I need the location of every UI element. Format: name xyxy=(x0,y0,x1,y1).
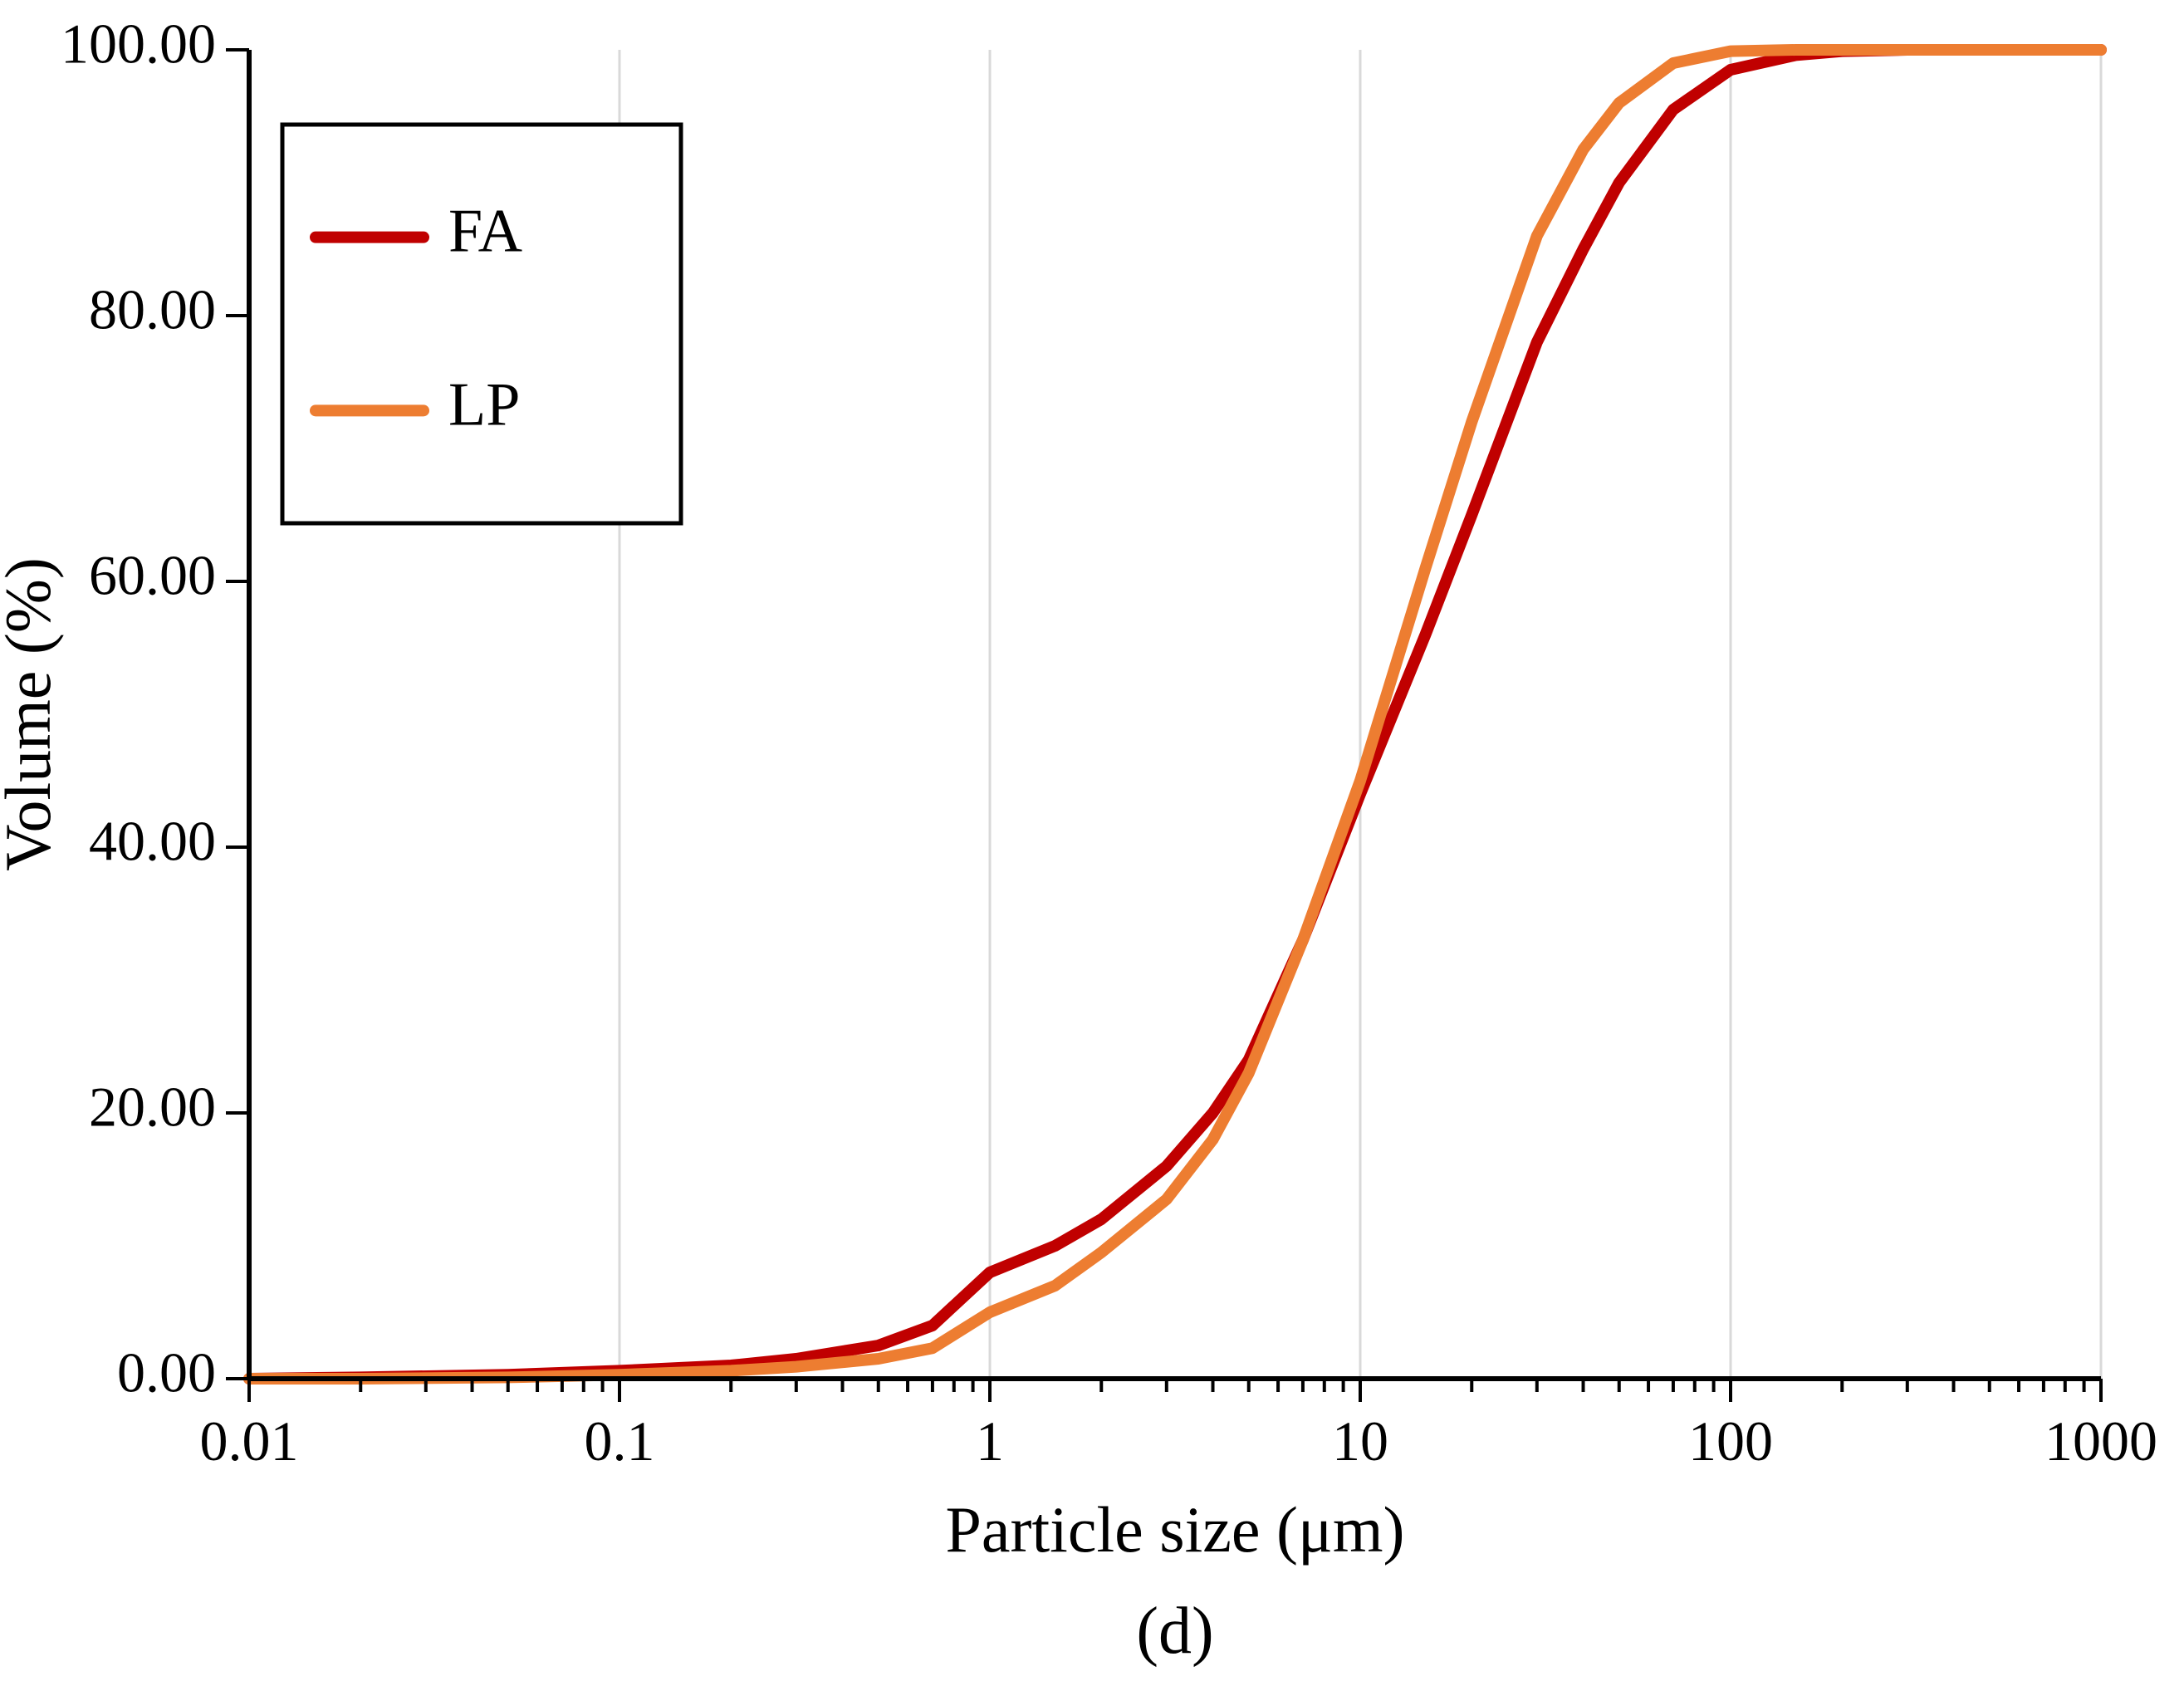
y-axis-label: Volume (%) xyxy=(0,557,64,871)
x-tick-label: 1000 xyxy=(2044,1409,2157,1473)
y-tick-label: 60.00 xyxy=(89,544,216,607)
y-tick-label: 100.00 xyxy=(61,12,216,76)
y-tick-label: 80.00 xyxy=(89,278,216,341)
y-tick-label: 0.00 xyxy=(117,1341,216,1404)
legend-box xyxy=(282,125,681,523)
y-tick-label: 40.00 xyxy=(89,810,216,873)
legend-label: FA xyxy=(448,198,522,266)
legend-label: LP xyxy=(448,370,520,439)
x-tick-label: 10 xyxy=(1332,1409,1388,1473)
chart-svg: 0.00 20.00 40.00 60.00 80.00 100.00 0.01 0.1 1 10… xyxy=(0,0,2184,1686)
chart-container: 0.00 20.00 40.00 60.00 80.00 100.00 0.01 0.1 1 10… xyxy=(0,0,2184,1686)
x-tick-label: 1 xyxy=(976,1409,1004,1473)
x-tick-label: 0.1 xyxy=(585,1409,655,1473)
x-tick-label: 100 xyxy=(1688,1409,1773,1473)
figure-caption: (d) xyxy=(1136,1595,1213,1668)
x-axis-label: Particle size (μm) xyxy=(946,1493,1405,1566)
y-tick-label: 20.00 xyxy=(89,1076,216,1139)
x-tick-label: 0.01 xyxy=(200,1409,299,1473)
